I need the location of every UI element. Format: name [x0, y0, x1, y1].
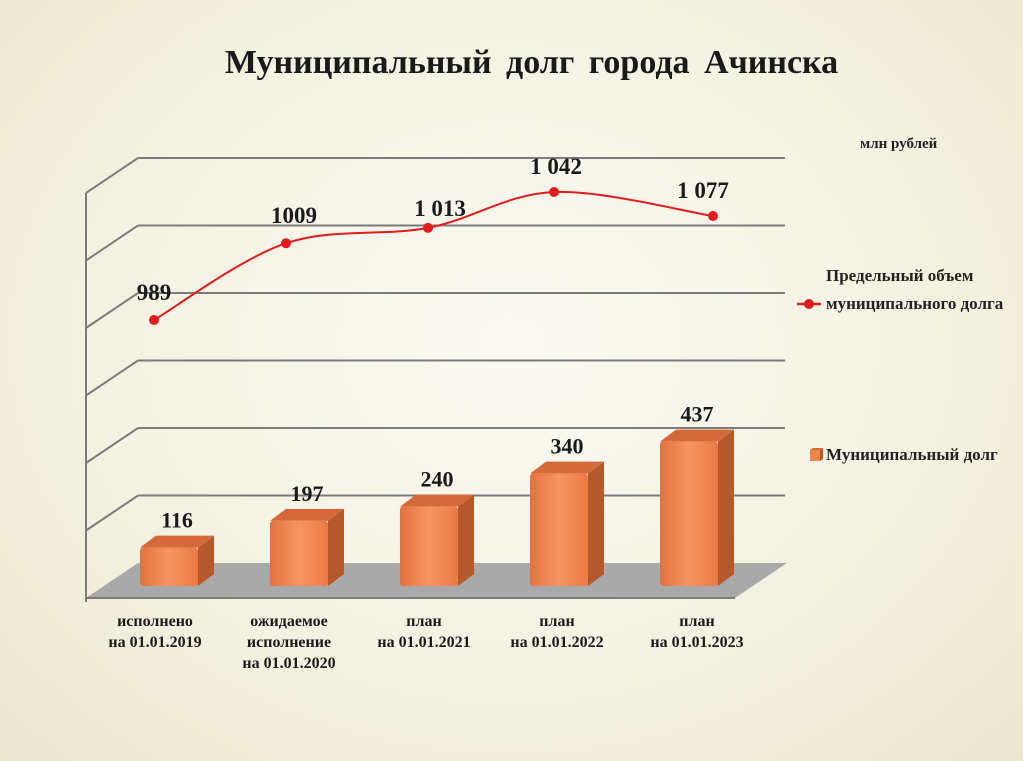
line-value-label: 1 013 [414, 196, 466, 221]
line-point [281, 238, 291, 249]
line-point [708, 211, 718, 221]
line-series [149, 187, 718, 325]
line-point [423, 222, 433, 233]
bar [660, 429, 734, 586]
side-grid-line [85, 224, 139, 262]
category-labels: исполнено на 01.01.2019 ожидаемое исполнени… [108, 613, 743, 672]
legend-line-marker-icon [797, 299, 821, 309]
line-value-label: 1 042 [530, 154, 582, 179]
unit-label: млн рублей [860, 136, 938, 152]
category-label: план на 01.01.2023 [650, 613, 743, 651]
bar-value-label: 116 [161, 508, 193, 533]
category-label: план на 01.01.2022 [510, 613, 603, 651]
bar-series [140, 429, 734, 586]
side-grid-line [85, 494, 139, 532]
side-grid-line [85, 292, 139, 329]
data-labels: 116 197 240 340 437 989 1009 1 013 1 042 1 077 [137, 154, 729, 533]
line-value-label: 989 [137, 280, 172, 305]
category-label: исполнено на 01.01.2019 [108, 613, 201, 651]
legend-line-label: Предельный объем муниципального долга [826, 266, 1004, 313]
side-grid-line [85, 157, 139, 194]
legend-bar-swatch-icon [810, 448, 823, 461]
bar-value-label: 437 [681, 402, 714, 427]
bar [140, 535, 214, 586]
chart-grid [85, 157, 787, 602]
bar [400, 494, 474, 586]
bar-value-label: 240 [421, 467, 454, 492]
chart-title: Муниципальный долг города Ачинска [224, 44, 839, 81]
side-grid-line [85, 359, 139, 397]
bar [530, 461, 604, 586]
bar [270, 508, 344, 586]
line-point [549, 187, 559, 197]
category-label: план на 01.01.2021 [377, 613, 470, 651]
line-point [149, 315, 159, 325]
line-value-label: 1 077 [677, 178, 729, 203]
bar-value-label: 340 [551, 434, 584, 459]
category-label: ожидаемое исполнение на 01.01.2020 [242, 613, 335, 672]
line-value-label: 1009 [271, 203, 317, 228]
side-grid-line [85, 427, 139, 464]
legend-bar-label: Муниципальный долг [826, 445, 998, 464]
bar-value-label: 197 [291, 481, 324, 506]
